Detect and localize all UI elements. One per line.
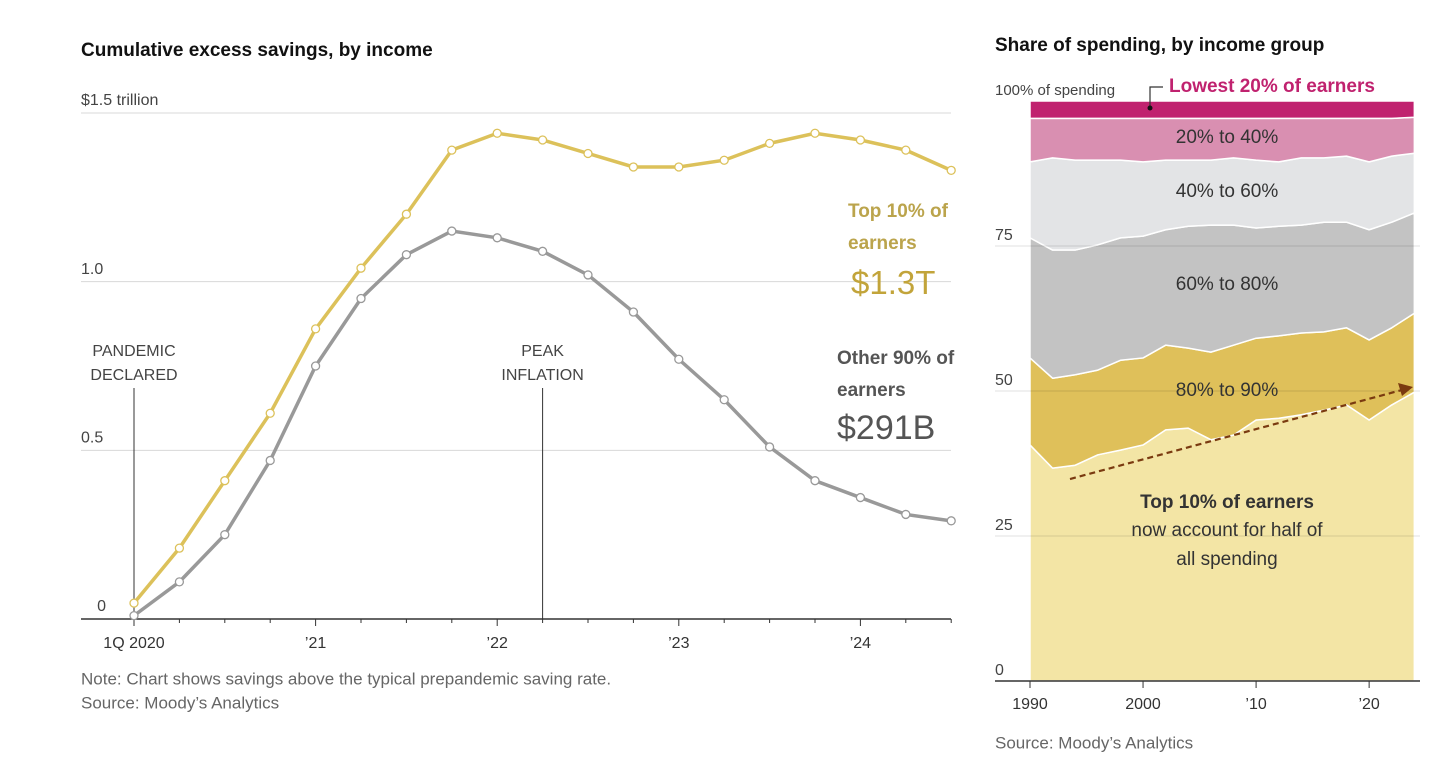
x-tick-label: ’20: [1358, 696, 1379, 713]
point: [674, 162, 684, 172]
point: [129, 598, 139, 608]
x-tick-label: ’21: [305, 635, 326, 652]
trend-arrow: [1069, 388, 1403, 481]
y-tick-label: 25: [995, 517, 1013, 534]
source: Source: Moody’s Analytics: [995, 733, 1193, 752]
x-tick-label: 2000: [1125, 696, 1161, 713]
point: [674, 354, 684, 364]
point: [447, 226, 457, 236]
area-label: 80% to 90%: [1176, 380, 1279, 401]
pointer: [1149, 86, 1163, 107]
point: [764, 138, 775, 149]
chart-title: Cumulative excess savings, by income: [81, 40, 433, 61]
point: [855, 135, 866, 145]
point: [310, 324, 321, 334]
x-tick-label: 1990: [1012, 696, 1048, 713]
point: [401, 209, 412, 219]
point: [265, 455, 275, 466]
value-label: $291B: [837, 409, 936, 447]
annotation: PEAK INFLATION: [501, 343, 584, 384]
area-label: Lowest 20% of earners: [1169, 76, 1375, 97]
y-tick-label: 0.5: [81, 430, 103, 447]
x-tick-label: ’10: [1245, 696, 1266, 713]
point: [310, 361, 321, 371]
point: [447, 145, 457, 155]
point: [764, 442, 775, 452]
area-label: 60% to 80%: [1176, 274, 1279, 295]
point: [583, 270, 593, 280]
point: [628, 307, 639, 317]
point: [583, 148, 593, 159]
point: [901, 509, 911, 520]
x-tick-label: ’22: [487, 635, 508, 652]
area-label: 20% to 40%: [1176, 127, 1279, 148]
point: [174, 577, 185, 587]
point: [356, 263, 366, 273]
point: [810, 128, 820, 138]
point: [356, 293, 366, 304]
arrow-head: [1398, 383, 1413, 396]
point: [855, 492, 866, 503]
point: [901, 145, 911, 155]
area-label: Top 10% of earners: [1140, 492, 1314, 513]
y-tick-label: 100% of spending: [995, 82, 1115, 99]
y-tick-label: 75: [995, 227, 1013, 244]
point: [220, 476, 230, 486]
point: [537, 135, 548, 145]
point: [129, 610, 139, 621]
y-tick-label: 50: [995, 372, 1013, 389]
annotation: now account for half of all spending: [1131, 520, 1323, 570]
point: [492, 128, 502, 138]
point: [946, 165, 956, 175]
point: [628, 162, 639, 172]
point: [719, 155, 729, 165]
y-tick-label: 0: [97, 598, 106, 615]
x-tick-label: ’24: [850, 635, 871, 652]
y-tick-label: 1.0: [81, 261, 103, 278]
legend-label: Top 10% of earners: [848, 201, 948, 254]
area: [1029, 100, 1416, 120]
source: Source: Moody’s Analytics: [81, 693, 279, 712]
legend-label: Other 90% of earners: [837, 348, 955, 401]
point: [537, 246, 548, 256]
area-label: 40% to 60%: [1176, 181, 1279, 202]
point: [265, 408, 275, 418]
point: [810, 476, 820, 486]
point: [946, 516, 956, 526]
point: [174, 543, 185, 553]
point: [492, 233, 502, 243]
annotation: PANDEMIC DECLARED: [90, 343, 178, 384]
x-tick-label: 1Q 2020: [103, 635, 164, 652]
value-label: $1.3T: [851, 264, 936, 301]
point: [220, 530, 230, 540]
y-tick-label: 0: [995, 662, 1004, 679]
y-tick-label: $1.5 trillion: [81, 92, 158, 109]
chart-title: Share of spending, by income group: [995, 35, 1324, 56]
note: Note: Chart shows savings above the typi…: [81, 669, 611, 688]
x-tick-label: ’23: [668, 635, 689, 652]
point: [719, 395, 729, 405]
point: [401, 250, 412, 260]
pointer-dot: [1147, 105, 1153, 111]
